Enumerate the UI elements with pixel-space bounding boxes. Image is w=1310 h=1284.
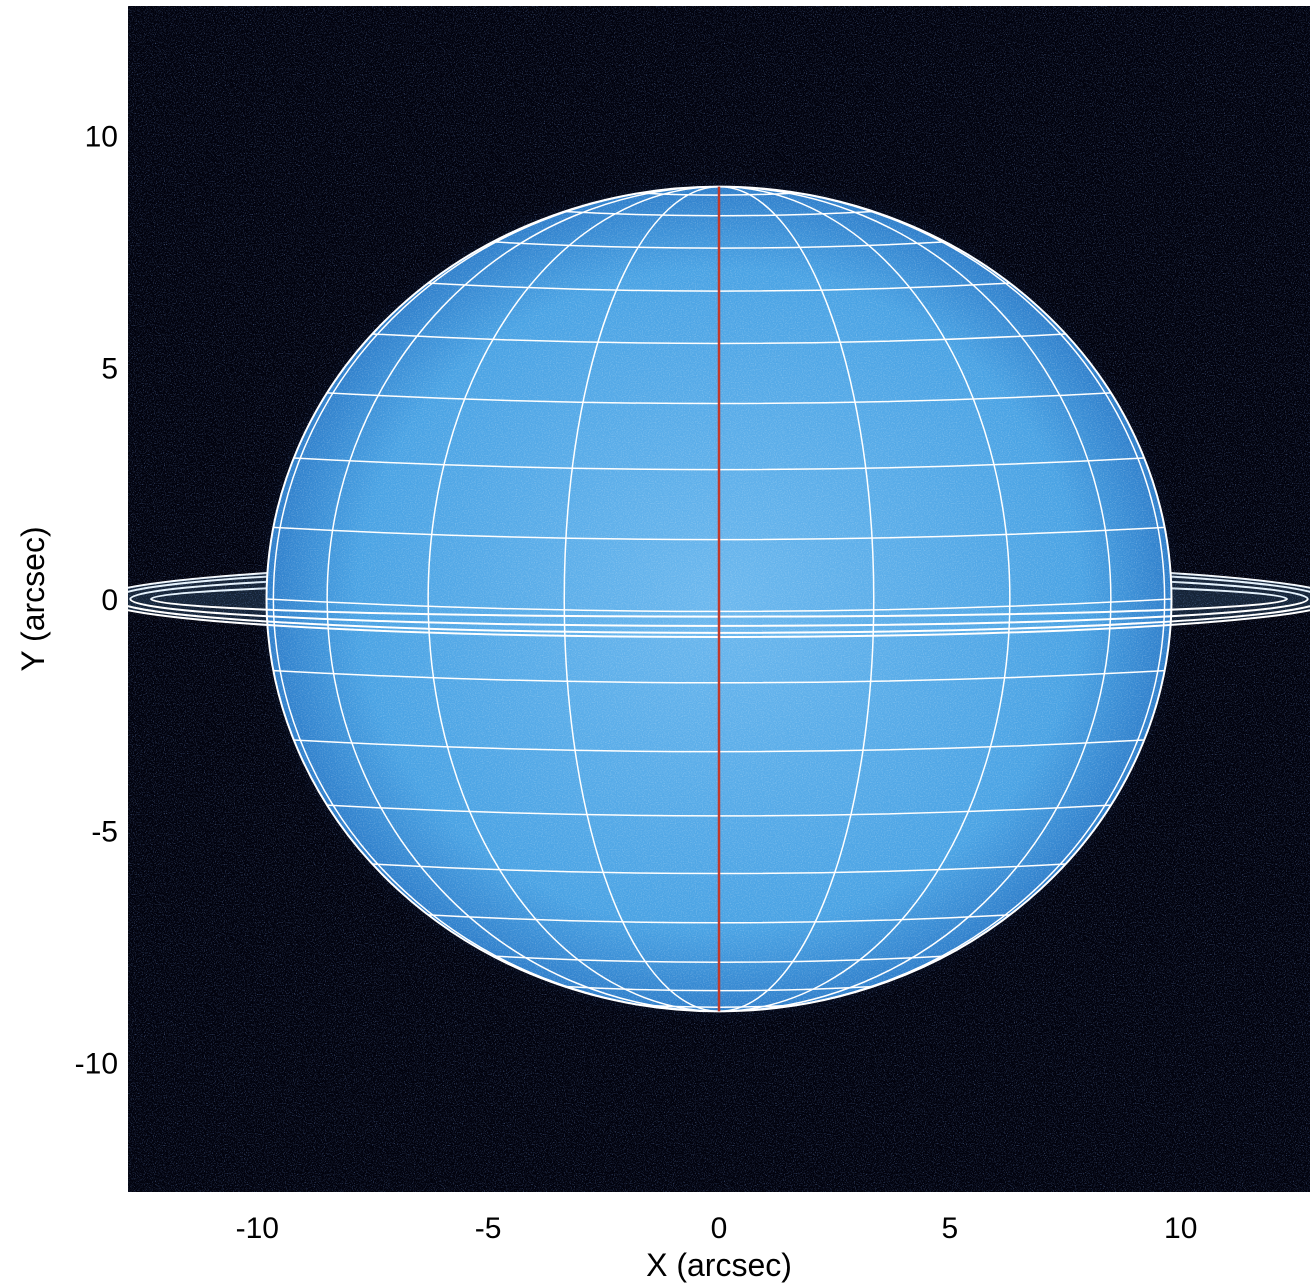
x-axis-ticks: -10 -5 0 5 10 [236,1212,1198,1245]
x-tick-label: -5 [475,1212,502,1245]
y-tick-label: -10 [75,1047,118,1080]
plot-area [128,6,1310,1192]
meridian-line [427,186,1011,1012]
x-axis-label: X (arcsec) [646,1247,792,1283]
y-tick-label: -5 [91,816,118,849]
y-axis-label: Y (arcsec) [15,526,51,671]
meridian-line [563,186,875,1012]
y-tick-label: 0 [101,584,118,617]
x-tick-label: 0 [711,1212,728,1245]
y-tick-label: 5 [101,352,118,385]
y-axis-ticks: 10 5 0 -5 -10 [75,121,118,1081]
x-tick-label: 10 [1164,1212,1197,1245]
x-tick-label: 5 [942,1212,959,1245]
y-tick-label: 10 [85,121,118,154]
meridian-line [326,186,1112,1012]
x-tick-label: -10 [236,1212,279,1245]
